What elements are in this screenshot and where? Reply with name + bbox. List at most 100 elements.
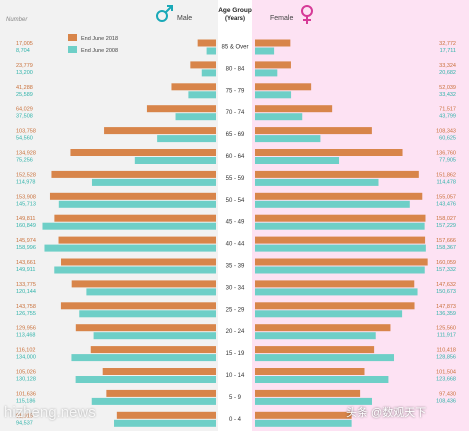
male-2008-value: 13,200 — [16, 70, 33, 76]
male-2018-bar — [51, 170, 216, 178]
age-group-label: 30 - 34 — [226, 285, 245, 291]
female-2018-value: 32,772 — [439, 41, 456, 47]
female-2018-bar — [255, 105, 333, 113]
watermark-left: hizheng.news — [4, 404, 96, 421]
female-2008-bar — [255, 376, 389, 383]
male-2018-value: 91,916 — [16, 413, 33, 419]
female-2008-value: 60,625 — [439, 136, 456, 142]
male-2018-value: 23,779 — [16, 63, 33, 69]
legend-swatch-2018 — [68, 34, 77, 41]
female-2018-bar — [255, 61, 291, 69]
female-2018-value: 52,039 — [439, 85, 456, 91]
male-2008-bar — [134, 157, 216, 164]
male-2018-value: 64,029 — [16, 107, 33, 113]
female-2008-value: 20,682 — [439, 70, 456, 76]
male-2008-value: 130,128 — [16, 377, 36, 383]
male-2008-value: 54,560 — [16, 136, 33, 142]
female-icon — [301, 5, 313, 24]
female-2008-bar — [255, 288, 418, 296]
age-group-label: 10 - 14 — [226, 373, 245, 379]
male-2018-value: 145,974 — [16, 238, 36, 244]
age-group-label: 15 - 19 — [226, 351, 245, 357]
legend: End June 2018 End June 2008 — [68, 34, 118, 54]
age-group-label: 0 - 4 — [229, 417, 242, 423]
male-2008-value: 120,144 — [16, 289, 36, 295]
female-2008-bar — [255, 157, 340, 164]
male-2018-bar — [75, 324, 216, 332]
female-2018-value: 158,027 — [436, 216, 456, 222]
male-2018-value: 152,528 — [16, 172, 36, 178]
age-group-subtitle: (Years) — [225, 16, 245, 22]
female-2008-bar — [255, 178, 379, 186]
watermark-right: 头条 @数观天下 — [346, 407, 427, 419]
female-2018-value: 110,418 — [437, 348, 456, 354]
male-2008-bar — [86, 288, 216, 296]
age-group-label: 80 - 84 — [226, 66, 245, 72]
male-2018-bar — [70, 149, 216, 156]
male-2008-bar — [114, 419, 216, 427]
female-2008-value: 150,673 — [436, 289, 456, 295]
male-2008-bar — [54, 266, 216, 274]
male-2018-bar — [90, 346, 216, 354]
female-2018-bar — [255, 411, 352, 419]
age-group-label: 20 - 24 — [226, 329, 245, 335]
male-2008-bar — [44, 244, 216, 252]
male-2018-value: 129,956 — [16, 326, 36, 332]
male-2008-value: 126,755 — [16, 311, 36, 317]
male-2008-bar — [42, 222, 216, 230]
female-2008-value: 128,856 — [436, 355, 456, 361]
female-2018-bar — [255, 83, 312, 91]
female-2008-value: 77,905 — [439, 158, 456, 164]
female-2018-value: 147,873 — [436, 304, 456, 310]
female-2018-value: 160,059 — [436, 260, 456, 266]
age-group-label: 45 - 49 — [226, 220, 245, 226]
male-2008-value: 115,186 — [16, 398, 35, 404]
female-2008-value: 33,432 — [439, 92, 456, 98]
male-2008-value: 149,911 — [16, 267, 35, 273]
female-2018-value: 33,324 — [439, 63, 456, 69]
male-2008-value: 113,468 — [16, 333, 35, 339]
male-2008-value: 158,996 — [16, 245, 36, 251]
male-2008-value: 114,978 — [16, 179, 35, 185]
age-group-label: 85 & Over — [221, 45, 248, 51]
age-group-label: 5 - 9 — [229, 395, 242, 401]
male-2008-value: 160,849 — [16, 223, 36, 229]
female-2018-bar — [255, 389, 361, 397]
male-2008-bar — [201, 69, 216, 77]
male-2018-bar — [71, 280, 216, 288]
male-2018-bar — [58, 236, 216, 244]
male-2008-value: 134,000 — [16, 355, 36, 361]
female-2008-bar — [255, 113, 303, 121]
female-2018-bar — [255, 39, 291, 47]
male-2018-bar — [61, 258, 216, 266]
female-2018-bar — [255, 258, 428, 266]
male-2018-value: 103,758 — [16, 129, 36, 135]
female-2018-value: 108,343 — [436, 129, 456, 135]
female-2018-value: 147,632 — [436, 282, 456, 288]
male-icon — [156, 5, 173, 22]
male-2008-bar — [93, 332, 216, 340]
female-2008-bar — [255, 397, 372, 405]
female-2008-bar — [255, 332, 376, 340]
male-2008-value: 25,589 — [16, 92, 33, 98]
age-column-bg — [218, 0, 252, 431]
male-2008-bar — [79, 310, 216, 318]
female-2008-value: 157,332 — [436, 267, 456, 273]
female-2008-bar — [255, 310, 403, 318]
legend-label-2008: End June 2008 — [81, 48, 118, 54]
female-2018-value: 71,517 — [439, 107, 456, 113]
female-2008-value: 17,711 — [440, 48, 456, 54]
female-2018-bar — [255, 149, 403, 156]
female-2008-value: 158,367 — [436, 245, 456, 251]
male-2018-bar — [146, 105, 216, 113]
female-2018-value: 151,862 — [436, 172, 456, 178]
female-2018-bar — [255, 192, 423, 200]
female-2008-bar — [255, 47, 275, 55]
female-2018-bar — [255, 346, 375, 354]
female-2008-value: 108,436 — [436, 398, 456, 404]
female-2008-bar — [255, 200, 410, 208]
male-2008-value: 8,704 — [16, 48, 30, 54]
